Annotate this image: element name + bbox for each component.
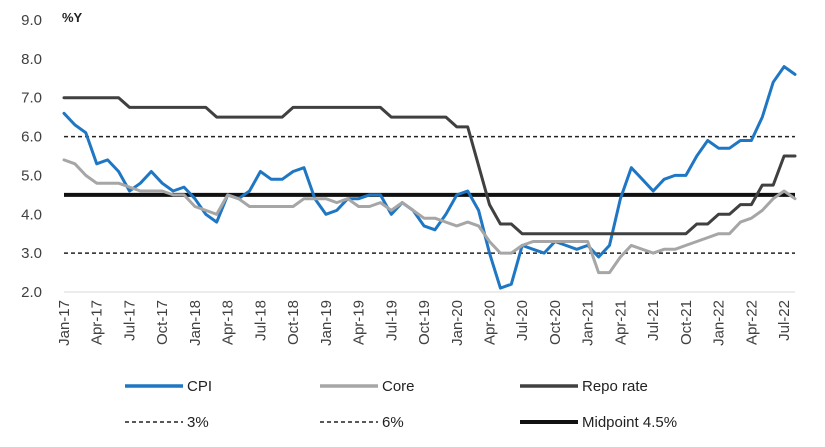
legend: CPI Core Repo rate 3% 6% Midpoint 4.5%	[125, 378, 677, 431]
series-line-core	[62, 158, 797, 275]
x-tick-label: Jul-20	[514, 300, 531, 341]
y-tick-label: 7.0	[21, 90, 42, 107]
y-tick-label: 8.0	[21, 51, 42, 68]
series-line-cpi	[62, 65, 797, 290]
legend-label: Core	[382, 378, 415, 395]
x-tick-label: Oct-19	[416, 300, 433, 345]
x-tick-label: Jul-22	[776, 300, 793, 341]
x-axis: Jan-17 Apr-17 Jul-17 Oct-17 Jan-18 Apr-18 Jul-…	[56, 291, 795, 346]
y-tick-label: 4.0	[21, 206, 42, 223]
series-lines	[62, 65, 797, 290]
y-axis: 2.0 3.0 4.0 5.0 6.0 7.0 8.0 9.0	[21, 12, 42, 301]
x-tick-label: Oct-17	[154, 300, 171, 345]
y-tick-label: 2.0	[21, 284, 42, 301]
y-tick-label: 6.0	[21, 129, 42, 146]
x-tick-label: Oct-18	[285, 300, 302, 345]
legend-label: CPI	[187, 378, 212, 395]
x-tick-label: Apr-19	[351, 300, 368, 345]
y-tick-label: 9.0	[21, 12, 42, 29]
y-tick-label: 3.0	[21, 245, 42, 262]
x-tick-label: Apr-22	[743, 300, 760, 345]
x-tick-label: Oct-21	[678, 300, 695, 345]
x-tick-label: Apr-20	[482, 300, 499, 345]
x-tick-label: Jan-22	[711, 300, 728, 346]
x-tick-label: Jan-18	[187, 300, 204, 346]
y-tick-label: 5.0	[21, 167, 42, 184]
x-tick-label: Jul-18	[252, 300, 269, 341]
x-tick-label: Apr-17	[89, 300, 106, 345]
x-tick-label: Jul-21	[645, 300, 662, 341]
x-tick-label: Jan-17	[56, 300, 73, 346]
x-tick-label: Jul-19	[383, 300, 400, 341]
series-line-repo-rate	[62, 96, 797, 236]
unit-label: %Y	[62, 10, 83, 25]
x-tick-label: Apr-21	[612, 300, 629, 345]
x-tick-label: Jan-21	[580, 300, 597, 346]
x-tick-label: Jan-19	[318, 300, 335, 346]
legend-label: 3%	[187, 414, 209, 431]
legend-label: Midpoint 4.5%	[582, 414, 677, 431]
x-tick-label: Jul-17	[121, 300, 138, 341]
x-tick-label: Jan-20	[449, 300, 466, 346]
x-tick-label: Apr-18	[220, 300, 237, 345]
legend-label: Repo rate	[582, 378, 648, 395]
legend-label: 6%	[382, 414, 404, 431]
x-tick-label: Oct-20	[547, 300, 564, 345]
